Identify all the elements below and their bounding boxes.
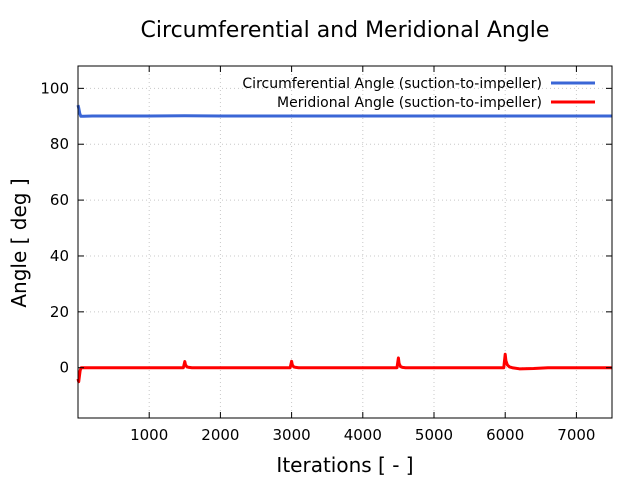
x-tick-label: 2000 bbox=[201, 426, 239, 444]
series-line-2 bbox=[76, 352, 612, 384]
x-tick-label: 7000 bbox=[557, 426, 595, 444]
series-line-1 bbox=[76, 104, 612, 118]
x-axis-label: Iterations [ - ] bbox=[276, 453, 413, 477]
x-tick-label: 3000 bbox=[273, 426, 311, 444]
legend-label-2: Meridional Angle (suction-to-impeller) bbox=[277, 95, 542, 111]
plot-frame bbox=[77, 65, 613, 419]
chart-title: Circumferential and Meridional Angle bbox=[141, 18, 550, 43]
legend: Circumferential Angle (suction-to-impell… bbox=[242, 76, 595, 111]
x-tick-label: 1000 bbox=[130, 426, 168, 444]
axis-ticks: 1000 2000 3000 4000 5000 6000 7000 0 20 40 60 80 100 bbox=[40, 66, 612, 444]
x-tick-label: 4000 bbox=[344, 426, 382, 444]
y-tick-label: 40 bbox=[50, 247, 69, 265]
y-axis-label: Angle [ deg ] bbox=[7, 178, 31, 307]
y-tick-label: 20 bbox=[50, 303, 69, 321]
x-tick-label: 6000 bbox=[486, 426, 524, 444]
series-layer bbox=[76, 104, 612, 384]
x-tick-label: 5000 bbox=[415, 426, 453, 444]
y-tick-label: 60 bbox=[50, 191, 69, 209]
y-tick-label: 0 bbox=[59, 359, 69, 377]
legend-label-1: Circumferential Angle (suction-to-impell… bbox=[242, 76, 542, 92]
y-tick-label: 100 bbox=[40, 79, 69, 97]
grid-lines bbox=[78, 66, 612, 418]
y-tick-label: 80 bbox=[50, 135, 69, 153]
